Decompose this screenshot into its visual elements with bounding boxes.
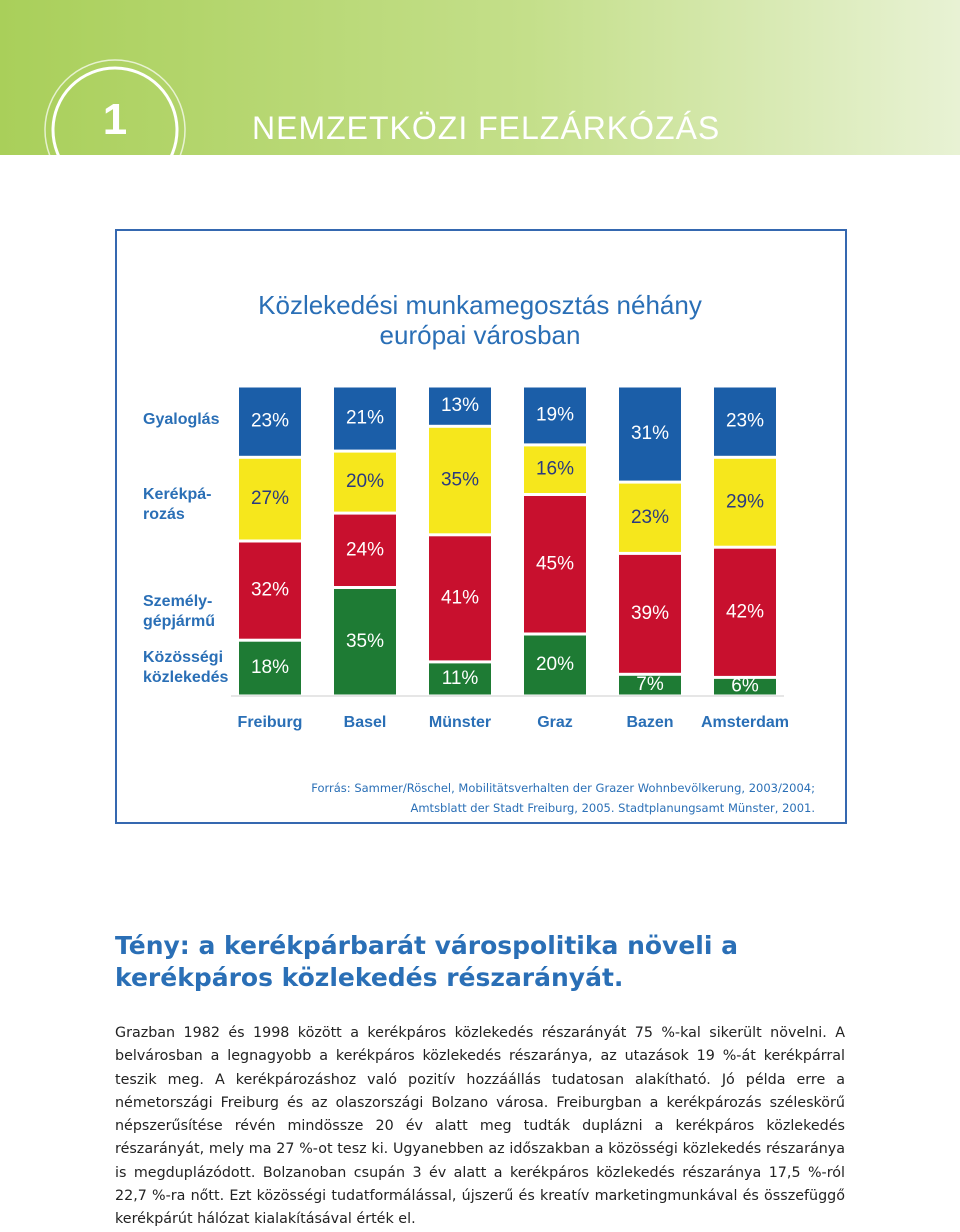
value-label: 24% — [346, 539, 384, 560]
bar-segment — [429, 536, 491, 661]
bar-segment — [334, 452, 396, 512]
bar-segment — [429, 427, 491, 534]
value-label: 20% — [346, 471, 384, 492]
bar-segment — [524, 496, 586, 633]
bar-segment — [619, 387, 681, 481]
legend-label: Kerékpá- rozás — [143, 486, 212, 523]
value-label: 18% — [251, 657, 289, 678]
bar-segment — [334, 589, 396, 695]
bar-segment — [239, 542, 301, 639]
x-tick-label: Freiburg — [238, 714, 303, 731]
value-label: 6% — [731, 676, 759, 697]
bar-segment — [619, 483, 681, 552]
chapter-title: NEMZETKÖZI FELZÁRKÓZÁS — [252, 110, 721, 146]
bar-segment — [714, 548, 776, 676]
value-label: 13% — [441, 395, 479, 416]
bar-segment — [714, 387, 776, 456]
value-label: 23% — [726, 411, 764, 432]
value-label: 11% — [442, 668, 479, 689]
x-tick-label: Amsterdam — [701, 714, 789, 731]
bar-segment — [429, 663, 491, 695]
bar-segment — [524, 446, 586, 493]
value-label: 27% — [251, 488, 289, 509]
bar-segment — [429, 387, 491, 425]
chapter-number: 1 — [102, 95, 128, 144]
legend-label: Közösségi közlekedés — [143, 649, 229, 686]
chart-frame — [115, 229, 847, 824]
value-label: 32% — [251, 580, 289, 601]
bar-segment — [714, 458, 776, 546]
bar-segment — [239, 387, 301, 456]
value-label: 45% — [536, 553, 574, 574]
bar-segment — [619, 675, 681, 695]
bar-segment — [239, 641, 301, 695]
value-label: 7% — [636, 674, 664, 695]
value-label: 29% — [726, 491, 764, 512]
header-band: 1 NEMZETKÖZI FELZÁRKÓZÁS — [0, 0, 960, 155]
body-text: Grazban 1982 és 1998 között a kerékpáros… — [115, 1025, 845, 1228]
bar-segment — [334, 514, 396, 586]
bar-segment — [334, 387, 396, 450]
value-label: 21% — [346, 408, 384, 429]
chart-title: Közlekedési munkamegosztás néhány európa… — [258, 290, 702, 350]
value-label: 16% — [536, 459, 574, 480]
bar-segment — [714, 678, 776, 695]
legend-label: Személy- gépjármű — [143, 593, 216, 630]
x-tick-label: Bazen — [626, 714, 673, 731]
value-label: 35% — [441, 470, 479, 491]
value-label: 42% — [726, 601, 764, 622]
bar-segment — [619, 554, 681, 673]
value-label: 19% — [536, 404, 574, 425]
value-label: 20% — [536, 654, 574, 675]
x-tick-label: Basel — [344, 714, 387, 731]
value-label: 31% — [631, 423, 669, 444]
bar-segment — [524, 387, 586, 444]
x-tick-label: Graz — [537, 714, 573, 731]
section-heading: Tény: a kerékpárbarát várospolitika növe… — [115, 931, 739, 992]
x-tick-label: Münster — [429, 714, 491, 731]
legend-label: Gyaloglás — [143, 411, 220, 428]
value-label: 41% — [441, 587, 479, 608]
header-circle — [44, 59, 186, 155]
bar-segment — [239, 458, 301, 540]
chart: 18% 32% 27% 23% Freiburg 35% 24% 20% 21% Basel 11%… — [231, 387, 789, 731]
source-note: Forrás: Sammer/Röschel, Mobilitätsverhal… — [311, 781, 815, 815]
value-label: 39% — [631, 603, 669, 624]
value-label: 35% — [346, 631, 384, 652]
value-label: 23% — [631, 507, 669, 528]
bar-segment — [524, 635, 586, 695]
value-label: 23% — [251, 411, 289, 432]
